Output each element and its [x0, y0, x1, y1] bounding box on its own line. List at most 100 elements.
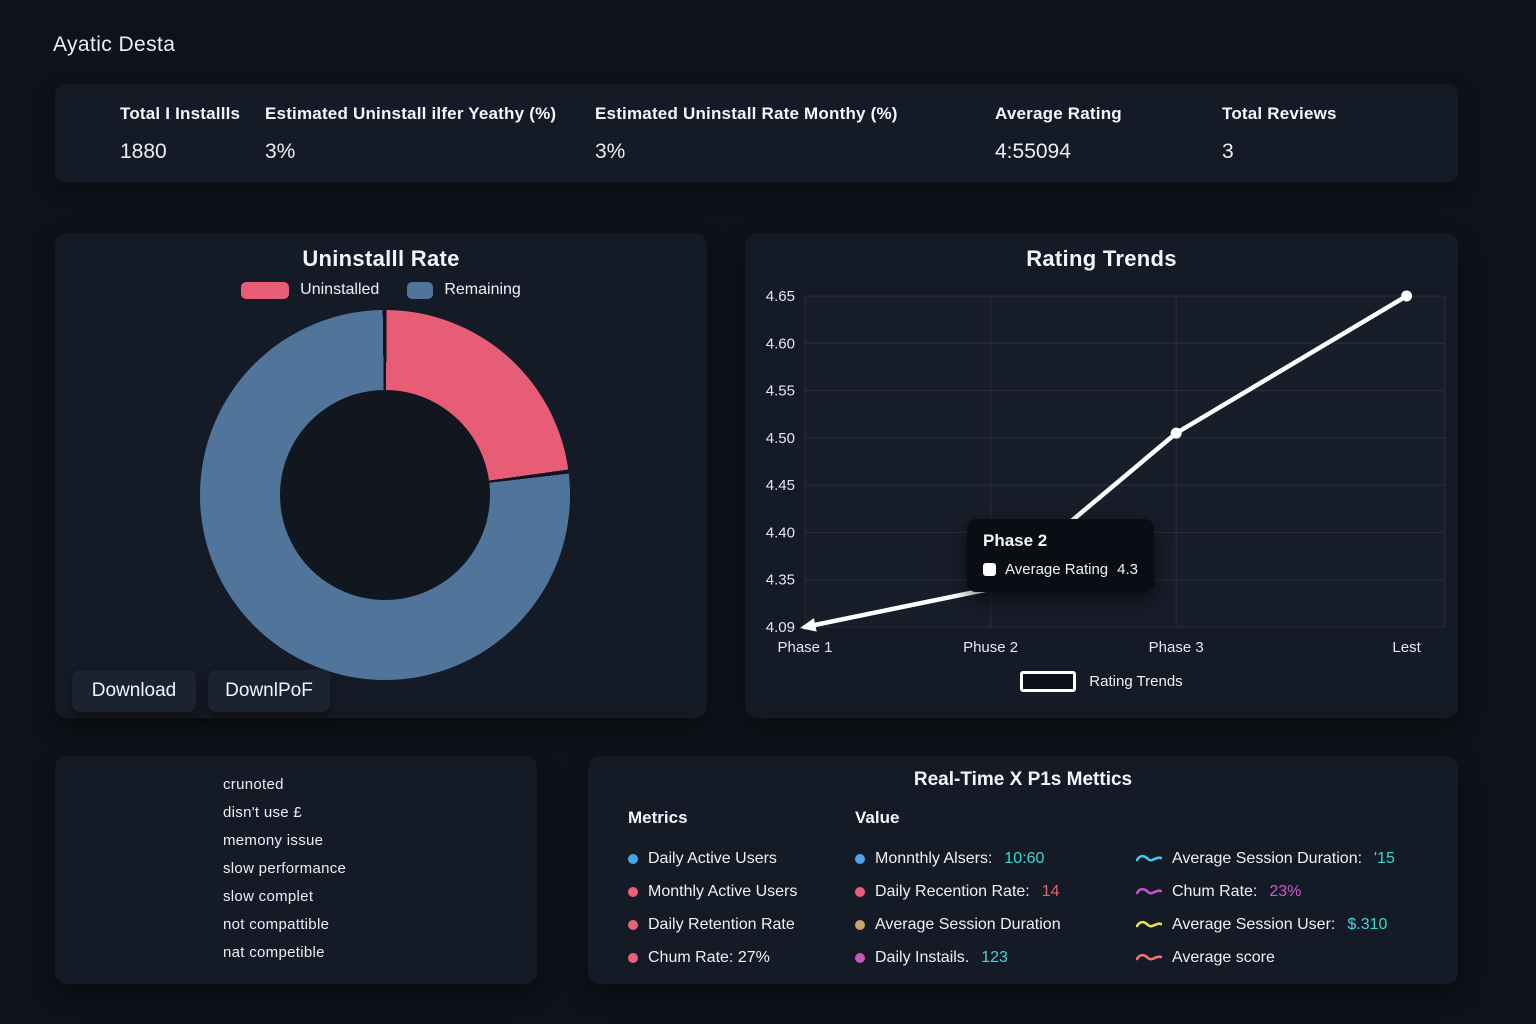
rating-trends-legend[interactable]: Rating Trends — [745, 671, 1458, 692]
legend-label: Rating Trends — [1089, 673, 1183, 690]
metric-label: Daily Instails. — [875, 948, 970, 966]
stat-uninstall-yearly: Estimated Uninstall ilfer Yeathy (%) 3% — [265, 104, 556, 164]
y-axis-label: 4.65 — [766, 288, 795, 305]
metric-row: Average score — [1136, 941, 1395, 974]
dot-icon — [855, 919, 865, 930]
stat-value: 1880 — [120, 140, 167, 163]
metric-value: '15 — [1374, 849, 1395, 867]
stat-label: Average Rating — [995, 104, 1122, 123]
rating-trends-card: Rating Trends 4.65 4.60 4.55 4.50 4.45 4.40 4.… — [745, 233, 1458, 718]
metric-value: 10:60 — [1004, 849, 1045, 867]
uninstalled-swatch-icon — [241, 281, 290, 299]
metric-label: Daily Retention Rate — [648, 915, 795, 933]
dot-icon — [855, 886, 865, 897]
stat-label: Total I Installls — [120, 104, 241, 123]
review-item: slow performance — [223, 860, 347, 877]
downlpof-button[interactable]: DownlPoF — [208, 670, 330, 712]
trend-squiggle-icon — [1136, 886, 1162, 898]
review-item: nat competible — [223, 944, 325, 961]
review-item: disn't use £ — [223, 804, 303, 821]
metric-row: Daily Active Users — [628, 842, 797, 875]
stat-value: 3% — [265, 140, 296, 163]
metrics-title: Real-Time X P1s Mettics — [913, 769, 1133, 790]
metric-label: Chum Rate: 27% — [648, 948, 770, 966]
dot-icon — [628, 919, 638, 930]
dot-icon — [855, 952, 865, 963]
metrics-column-2: Monnthly Alsers: 10:60 Daily Recention Rat… — [855, 842, 1061, 974]
metric-label: Average score — [1172, 948, 1275, 966]
metric-label: Daily Recention Rate: — [875, 882, 1030, 900]
y-axis-label: 4.55 — [766, 383, 795, 400]
metric-row: Daily Retention Rate — [628, 908, 797, 941]
metric-value: 23% — [1269, 882, 1302, 900]
rating-trends-title: Rating Trends — [1026, 246, 1177, 271]
y-axis-label: 4.09 — [766, 619, 795, 636]
metric-label: Chum Rate: — [1172, 882, 1258, 900]
metric-row: Chum Rate: 23% — [1136, 875, 1395, 908]
data-point-marker — [1401, 290, 1413, 302]
tooltip-series-label: Average Rating — [1005, 561, 1109, 578]
y-axis-label: 4.50 — [766, 430, 795, 447]
metric-row: Daily Recention Rate: 14 — [855, 875, 1061, 908]
stat-label: Estimated Uninstall Rate Monthy (%) — [595, 104, 898, 123]
x-axis-label: Phase 3 — [1149, 639, 1204, 656]
metric-label: Average Session Duration — [875, 915, 1061, 933]
metric-row: Monthly Active Users — [628, 875, 797, 908]
metric-value: 123 — [981, 948, 1008, 966]
dot-icon — [628, 886, 638, 897]
y-axis-label: 4.45 — [766, 477, 795, 494]
metric-label: Daily Active Users — [648, 849, 777, 867]
tooltip-swatch-icon — [983, 563, 996, 576]
metric-label: Average Session Duration: — [1172, 849, 1363, 867]
legend-label: Uninstalled — [300, 281, 380, 298]
tooltip-title: Phase 2 — [983, 531, 1048, 550]
stat-average-rating: Average Rating 4:55094 — [995, 104, 1122, 164]
metric-row: Monnthly Alsers: 10:60 — [855, 842, 1061, 875]
dot-icon — [855, 853, 865, 864]
legend-item-remaining[interactable]: Remaining — [407, 281, 521, 299]
trend-line — [802, 293, 1409, 630]
stat-total-reviews: Total Reviews 3 — [1222, 104, 1337, 164]
legend-box-icon — [1020, 671, 1077, 692]
stat-value: 3% — [595, 140, 626, 163]
metric-row: Average Session Duration — [855, 908, 1061, 941]
x-axis-label: Phuse 2 — [963, 639, 1018, 656]
stat-value: 4:55094 — [995, 140, 1071, 163]
metric-label: Average Session User: — [1172, 915, 1336, 933]
metrics-column-header: Metrics — [628, 808, 688, 827]
review-item: not compattible — [223, 916, 330, 933]
stat-total-installs: Total I Installls 1880 — [120, 104, 240, 164]
metric-row: Average Session Duration: '15 — [1136, 842, 1395, 875]
review-item: crunoted — [223, 776, 284, 793]
donut-hole — [280, 390, 490, 600]
metric-label: Monthly Active Users — [648, 882, 798, 900]
reviews-card: crunoted disn't use £ memony issue slow … — [55, 756, 537, 984]
uninstall-rate-card: Uninstalll Rate Uninstalled Remaining Do… — [55, 233, 707, 718]
stat-label: Estimated Uninstall ilfer Yeathy (%) — [265, 104, 557, 123]
y-axis-label: 4.40 — [766, 524, 795, 541]
data-point-marker — [1170, 427, 1182, 439]
stats-summary-bar: Total I Installls 1880 Estimated Uninsta… — [55, 84, 1458, 182]
review-item: memony issue — [223, 832, 324, 849]
trend-squiggle-icon — [1136, 919, 1162, 931]
metric-value: 14 — [1041, 882, 1060, 900]
review-item: slow complet — [223, 888, 314, 905]
download-button[interactable]: Download — [72, 670, 196, 712]
legend-label: Remaining — [444, 281, 521, 298]
x-axis-labels: Phase 1 Phuse 2 Phase 3 Lest — [777, 639, 1421, 656]
trend-squiggle-icon — [1136, 853, 1162, 865]
donut-legend: Uninstalled Remaining — [55, 281, 707, 299]
metrics-column-1: Daily Active Users Monthly Active Users Da… — [628, 842, 797, 974]
metric-label: Monnthly Alsers: — [875, 849, 993, 867]
metrics-column-3: Average Session Duration: '15 Chum Rate: 23… — [1136, 842, 1395, 974]
value-column-header: Value — [855, 808, 900, 827]
metric-row: Daily Instails. 123 — [855, 941, 1061, 974]
legend-item-uninstalled[interactable]: Uninstalled — [241, 281, 379, 299]
stat-uninstall-monthly: Estimated Uninstall Rate Monthy (%) 3% — [595, 104, 898, 164]
uninstall-rate-donut-chart — [200, 310, 570, 680]
uninstall-rate-title: Uninstalll Rate — [302, 246, 460, 271]
y-axis-label: 4.60 — [766, 335, 795, 352]
realtime-metrics-card: Real-Time X P1s Mettics Metrics Value Da… — [588, 756, 1458, 984]
metric-value: $.310 — [1347, 915, 1388, 933]
stat-label: Total Reviews — [1222, 104, 1337, 123]
